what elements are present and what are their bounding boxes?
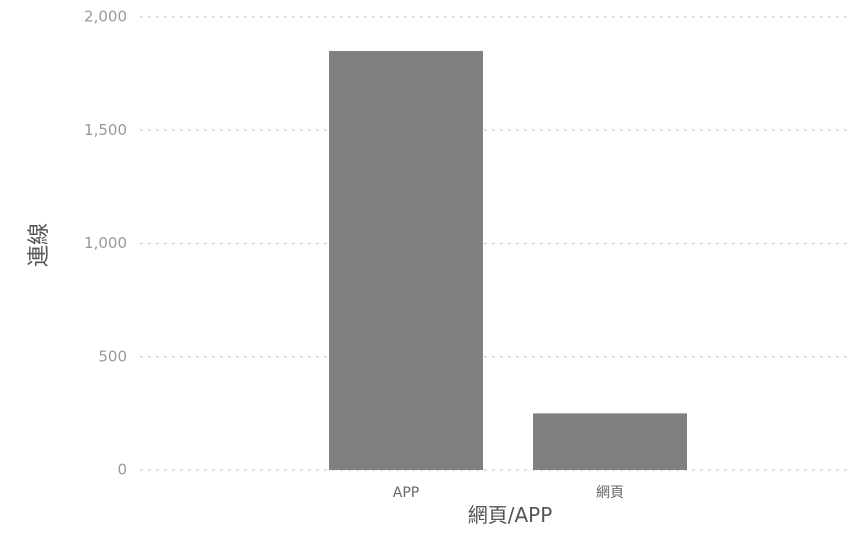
- y-axis-title: 連線: [27, 223, 52, 267]
- y-tick-label: 1,000: [84, 234, 127, 252]
- bar: [533, 413, 687, 470]
- x-category-label: 網頁: [596, 485, 624, 501]
- x-axis-title: 網頁/APP: [468, 503, 553, 527]
- bars: [329, 50, 687, 470]
- y-tick-label: 0: [117, 461, 127, 479]
- gridlines: [140, 16, 851, 471]
- y-tick-label: 2,000: [84, 8, 127, 26]
- y-tick-label: 500: [98, 347, 127, 365]
- x-axis-categories: APP 網頁: [393, 485, 624, 501]
- bar: [329, 50, 483, 470]
- y-axis-ticks: 0 500 1,000 1,500 2,000: [84, 8, 127, 479]
- y-tick-label: 1,500: [84, 121, 127, 139]
- x-category-label: APP: [393, 485, 419, 501]
